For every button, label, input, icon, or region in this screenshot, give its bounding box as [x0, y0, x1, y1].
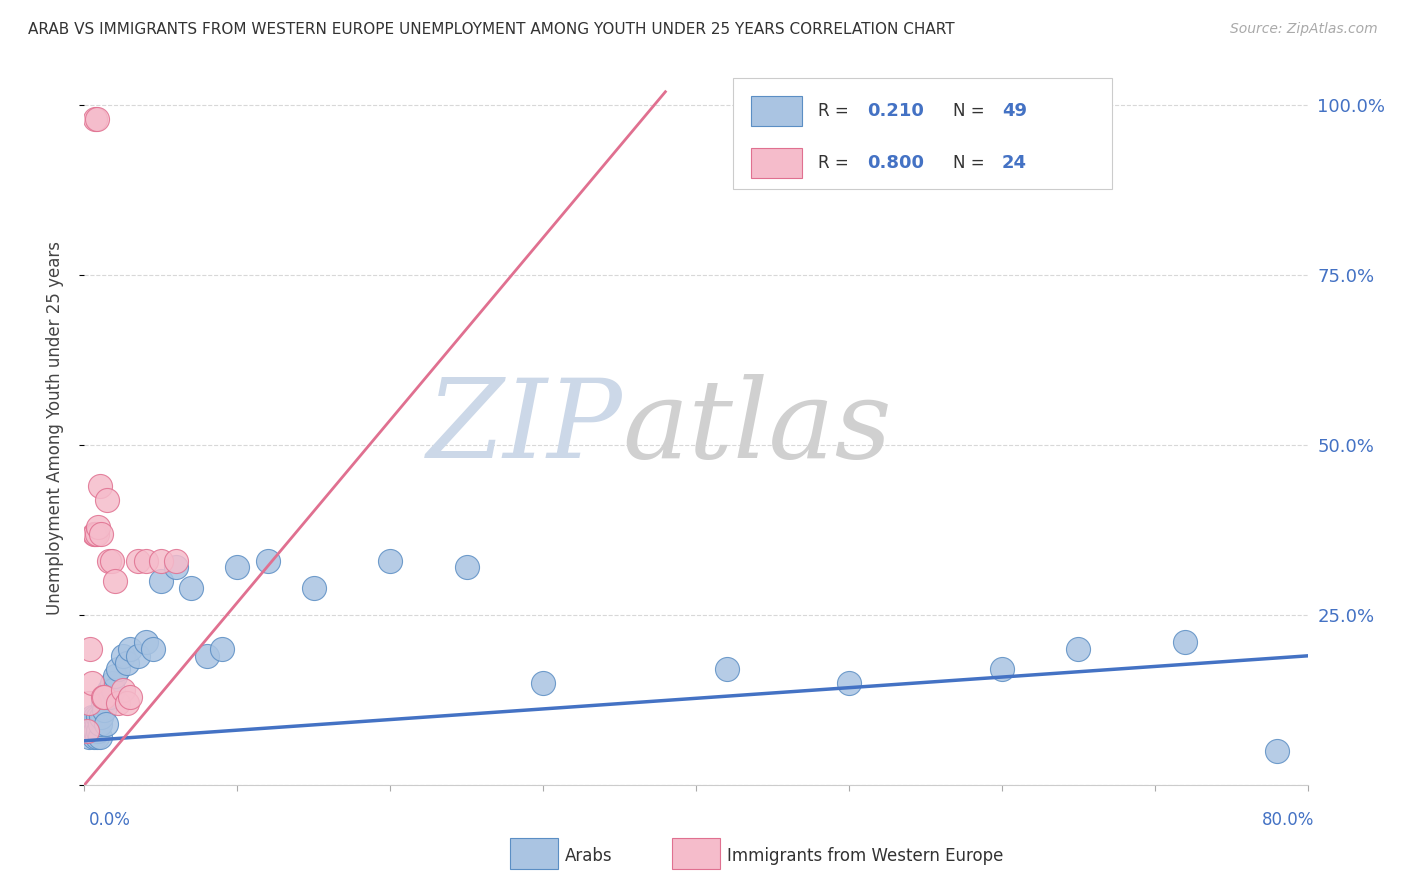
Point — [380, 554, 402, 568]
Point — [1265, 744, 1288, 758]
Text: 24: 24 — [1002, 154, 1026, 172]
Point — [76, 723, 98, 738]
Point — [104, 574, 127, 588]
Point — [77, 731, 100, 745]
Point — [101, 676, 124, 690]
Point — [135, 554, 157, 568]
Point — [97, 682, 120, 697]
Point — [120, 690, 142, 704]
Point — [456, 560, 478, 574]
Point — [716, 662, 738, 676]
Point — [195, 648, 218, 663]
Text: 0.210: 0.210 — [868, 103, 924, 120]
FancyBboxPatch shape — [733, 78, 1112, 189]
Point — [96, 690, 118, 704]
Point — [98, 690, 121, 704]
Point — [111, 648, 134, 663]
Point — [226, 560, 249, 574]
Point — [127, 554, 149, 568]
Text: N =: N = — [953, 154, 990, 172]
Point — [115, 656, 138, 670]
Point — [107, 697, 129, 711]
Text: ARAB VS IMMIGRANTS FROM WESTERN EUROPE UNEMPLOYMENT AMONG YOUTH UNDER 25 YEARS C: ARAB VS IMMIGRANTS FROM WESTERN EUROPE U… — [28, 22, 955, 37]
Point — [84, 710, 107, 724]
Y-axis label: Unemployment Among Youth under 25 years: Unemployment Among Youth under 25 years — [45, 241, 63, 615]
Point — [302, 581, 325, 595]
Point — [115, 697, 138, 711]
Point — [531, 676, 554, 690]
Text: Arabs: Arabs — [565, 847, 613, 865]
Point — [101, 554, 124, 568]
Point — [89, 716, 111, 731]
Point — [89, 731, 111, 745]
Point — [838, 676, 860, 690]
Point — [127, 648, 149, 663]
Point — [90, 710, 112, 724]
Text: atlas: atlas — [623, 375, 893, 482]
Text: 0.800: 0.800 — [868, 154, 924, 172]
Point — [135, 635, 157, 649]
Point — [80, 676, 103, 690]
Point — [103, 682, 125, 697]
Point — [83, 526, 105, 541]
Text: Immigrants from Western Europe: Immigrants from Western Europe — [727, 847, 1004, 865]
Point — [257, 554, 280, 568]
Text: R =: R = — [818, 103, 855, 120]
Point — [180, 581, 202, 595]
Point — [77, 697, 100, 711]
Point — [165, 554, 187, 568]
Point — [93, 690, 115, 704]
Point — [79, 642, 101, 657]
Point — [104, 669, 127, 683]
Point — [80, 710, 103, 724]
Text: N =: N = — [953, 103, 990, 120]
Point — [83, 716, 105, 731]
Point — [96, 492, 118, 507]
Point — [87, 723, 110, 738]
Point — [142, 642, 165, 657]
Point — [87, 519, 110, 533]
Point — [149, 574, 172, 588]
Text: 0.0%: 0.0% — [89, 811, 131, 829]
Point — [87, 710, 110, 724]
Text: R =: R = — [818, 154, 855, 172]
Point — [91, 697, 114, 711]
Point — [89, 479, 111, 493]
Point — [83, 731, 105, 745]
Point — [107, 662, 129, 676]
FancyBboxPatch shape — [751, 96, 803, 127]
Point — [94, 716, 117, 731]
Point — [86, 716, 108, 731]
Point — [149, 554, 172, 568]
Point — [86, 112, 108, 126]
Text: 80.0%: 80.0% — [1263, 811, 1315, 829]
Point — [76, 723, 98, 738]
Point — [93, 703, 115, 717]
Point — [1174, 635, 1197, 649]
Text: ZIP: ZIP — [426, 375, 623, 482]
Point — [90, 526, 112, 541]
Point — [165, 560, 187, 574]
Point — [86, 731, 108, 745]
Point — [91, 690, 114, 704]
Point — [120, 642, 142, 657]
Point — [84, 526, 107, 541]
Point — [991, 662, 1014, 676]
Point — [84, 723, 107, 738]
Point — [111, 682, 134, 697]
Point — [211, 642, 233, 657]
Point — [97, 554, 120, 568]
Point — [80, 723, 103, 738]
Point — [86, 526, 108, 541]
Text: 49: 49 — [1002, 103, 1026, 120]
FancyBboxPatch shape — [751, 148, 803, 178]
Point — [84, 112, 107, 126]
Text: Source: ZipAtlas.com: Source: ZipAtlas.com — [1230, 22, 1378, 37]
Point — [1067, 642, 1090, 657]
Point — [79, 716, 101, 731]
